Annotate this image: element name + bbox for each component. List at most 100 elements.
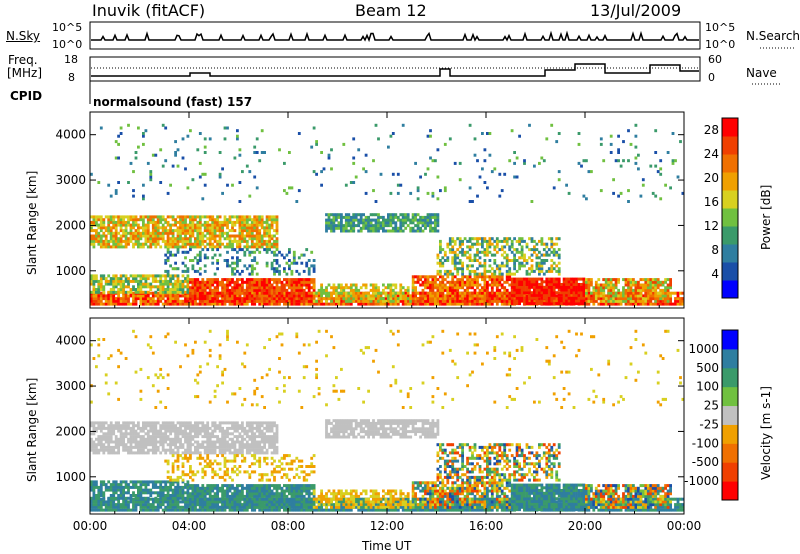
heatmap-cell [159,279,163,283]
heatmap-cell [186,239,190,243]
heatmap-cell [570,296,573,300]
heatmap-cell [273,259,276,262]
heatmap-cell [481,237,484,241]
heatmap-cell [637,283,640,287]
heatmap-cell [275,261,279,265]
heatmap-cell [639,288,643,292]
heatmap-cell [468,256,472,260]
heatmap-cell [523,285,526,289]
heatmap-cell [90,277,93,281]
heatmap-cell [654,299,658,303]
heatmap-cell [362,299,365,303]
heatmap-cell [196,302,200,306]
heatmap-cell [394,283,398,287]
heatmap-cell [330,503,333,507]
heatmap-cell [312,269,316,273]
heatmap-cell [540,283,544,286]
heatmap-cell [144,297,148,301]
heatmap-cell [134,279,138,283]
heatmap-cell [448,288,452,292]
heatmap-cell [191,226,195,230]
heatmap-cell [109,500,113,504]
heatmap-cell [535,302,539,306]
heatmap-cell [213,234,217,238]
heatmap-cell [253,215,257,219]
heatmap-cell [406,299,410,303]
heatmap-cell [248,294,252,298]
heatmap-cell [550,237,554,241]
nsky-tick-top: 10^5 [52,21,83,34]
heatmap-cell [431,294,435,298]
heatmap-cell [124,503,128,507]
heatmap-cell [102,277,106,281]
heatmap-cell [181,261,185,265]
heatmap-cell [99,285,103,289]
heatmap-cell [109,218,113,222]
heatmap-cell [134,242,138,246]
heatmap-cell [372,283,375,287]
heatmap-cell [681,297,685,301]
heatmap-cell [119,242,123,246]
heatmap-cell [196,294,200,298]
heatmap-cell [401,221,405,225]
heatmap-cell [602,288,606,292]
heatmap-cell [151,237,155,241]
heatmap-cell [283,500,286,504]
heatmap-cell [90,215,93,219]
heatmap-cell [384,229,388,233]
heatmap-cell [144,129,148,133]
heatmap-cell [99,237,103,241]
heatmap-cell [448,269,452,273]
heatmap-cell [310,278,314,282]
heatmap-cell [349,283,353,287]
heatmap-cell [332,213,336,217]
heatmap-cell [315,172,318,176]
heatmap-cell [137,279,140,283]
heatmap-cell [599,297,603,301]
heatmap-cell [612,283,615,287]
heatmap-cell [500,248,504,252]
heatmap-cell [525,291,529,295]
heatmap-cell [557,283,561,286]
heatmap-cell [466,283,469,287]
heatmap-cell [533,291,536,295]
heatmap-cell [401,213,405,217]
heatmap-cell [406,294,410,298]
heatmap-cell [117,142,120,146]
heatmap-cell [441,275,445,279]
heatmap-cell [538,297,541,301]
heatmap-cell [154,153,158,157]
heatmap-cell [253,297,257,301]
heatmap-cell [500,286,504,290]
heatmap-cell [107,297,111,301]
heatmap-cell [226,261,229,265]
heatmap-cell [481,278,484,282]
heatmap-cell [154,508,158,512]
heatmap-cell [95,294,98,298]
heatmap-cell [109,302,113,306]
heatmap-cell [241,170,244,174]
heatmap-cell [424,172,427,176]
heatmap-cell [132,500,135,504]
heatmap-cell [283,299,286,303]
heatmap-cell [223,220,227,224]
heatmap-cell [236,264,239,268]
heatmap-cell [498,275,502,279]
heatmap-cell [468,253,472,257]
heatmap-cell [503,264,507,268]
heatmap-cell [258,229,262,233]
heatmap-cell [137,285,140,289]
heatmap-cell [122,215,125,219]
heatmap-cell [421,294,425,298]
heatmap-cell [134,234,138,238]
heatmap-cell [486,248,489,252]
heatmap-cell [250,250,254,254]
heatmap-cell [634,288,638,292]
heatmap-cell [476,272,479,276]
heatmap-cell [325,218,328,222]
heatmap-cell [476,299,479,303]
heatmap-cell [436,221,440,225]
heatmap-cell [245,267,249,271]
heatmap-cell [481,167,484,171]
heatmap-cell [354,291,358,295]
